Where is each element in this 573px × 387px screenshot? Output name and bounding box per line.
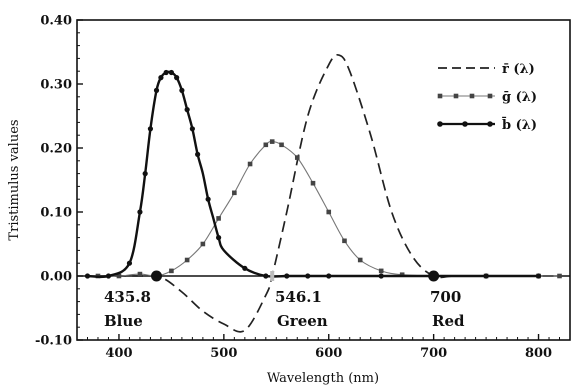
x-tick-label: 500 [210, 346, 237, 361]
b-bar-point [378, 273, 384, 279]
primary-markers [151, 270, 440, 282]
legend-label-g-bar: ḡ (λ) [502, 90, 537, 105]
y-tick-label: 0.30 [40, 78, 72, 93]
b-bar-point [163, 69, 169, 76]
g-bar-point [279, 142, 284, 148]
g-bar-point [216, 216, 221, 221]
primary-wavelength-label: 700 [430, 288, 461, 306]
primary-point-red [428, 270, 440, 282]
primary-name-label: Green [277, 312, 328, 330]
g-bar-point [200, 241, 206, 247]
b-bar-point [305, 273, 311, 279]
legend-label-r-bar: r̄ (λ) [502, 62, 535, 77]
b-bar-point [158, 75, 164, 81]
b-bar-point [174, 75, 180, 81]
g-bar-point [342, 238, 347, 244]
g-bar-point [294, 155, 300, 160]
b-bar-point [126, 260, 133, 266]
b-bar-point [179, 87, 185, 93]
x-axis-label: Wavelength (nm) [267, 371, 379, 386]
axis-ticks: 400 500 600 700 800 -0.10 0.00 0.10 0.20 0.30 0.40 [35, 14, 561, 361]
b-bar-point [147, 126, 154, 132]
y-tick-label: 0.00 [40, 270, 72, 285]
b-bar-point [263, 273, 269, 279]
legend-marker-b-bar [462, 121, 468, 127]
primary-name-label: Blue [104, 312, 143, 330]
g-bar-point [247, 161, 253, 167]
series-layer [84, 53, 562, 333]
x-tick-label: 600 [315, 346, 342, 361]
legend-marker-g-bar [453, 93, 459, 99]
y-tick-label: 0.10 [40, 206, 72, 221]
g-bar-point [263, 142, 269, 148]
b-bar-point [483, 273, 489, 279]
legend: r̄ (λ) ḡ (λ) b̄ (λ) [437, 62, 537, 133]
b-bar-point [326, 273, 332, 279]
g-bar-point [116, 273, 122, 279]
g-bar-point [357, 257, 363, 263]
b-bar-point [195, 151, 201, 157]
b-bar-point [184, 107, 190, 113]
primary-point-green [270, 271, 275, 281]
b-bar-point [535, 273, 542, 279]
b-bar-point [284, 273, 290, 279]
g-bar-point [378, 268, 384, 274]
b-bar-point [153, 87, 160, 93]
b-bar-point [242, 265, 248, 271]
y-axis-label: Tristimulus values [7, 119, 22, 240]
primary-point-blue [151, 270, 163, 282]
b-bar-curve [87, 70, 539, 279]
plot-frame [76, 19, 571, 341]
x-tick-label: 700 [420, 346, 447, 361]
legend-marker-b-bar [487, 121, 493, 127]
primary-name-label: Red [432, 312, 465, 330]
b-bar-point [105, 273, 112, 279]
g-bar-point [269, 139, 275, 144]
y-tick-label: 0.40 [40, 14, 72, 29]
g-bar-point [399, 272, 405, 278]
g-bar-point [232, 190, 237, 196]
primary-wavelength-label: 546.1 [275, 288, 322, 306]
g-bar-curve [97, 141, 560, 277]
g-bar-point [557, 273, 562, 279]
g-bar-point [137, 271, 143, 277]
legend-marker-b-bar [437, 121, 443, 127]
g-bar-point [169, 268, 174, 274]
b-bar-point [205, 196, 211, 202]
y-tick-label: 0.20 [40, 142, 72, 157]
x-tick-label: 800 [525, 346, 552, 361]
legend-label-b-bar: b̄ (λ) [501, 116, 537, 133]
legend-marker-g-bar [487, 93, 493, 99]
g-bar-point [326, 209, 332, 215]
b-bar-point [168, 69, 175, 76]
b-bar-point [142, 171, 148, 177]
b-bar-point [189, 126, 195, 132]
legend-marker-g-bar [437, 93, 443, 99]
x-tick-label: 400 [105, 346, 132, 361]
y-tick-label: -0.10 [35, 334, 72, 349]
b-bar-point [84, 273, 91, 279]
g-bar-point [310, 180, 316, 186]
primary-wavelength-label: 435.8 [104, 288, 151, 306]
primary-annotations: 435.8 Blue 546.1 Green 700 Red [104, 288, 465, 330]
g-bar-point [184, 257, 190, 263]
legend-marker-g-bar [469, 93, 475, 99]
b-bar-point [137, 209, 143, 215]
b-bar-point [216, 235, 222, 241]
